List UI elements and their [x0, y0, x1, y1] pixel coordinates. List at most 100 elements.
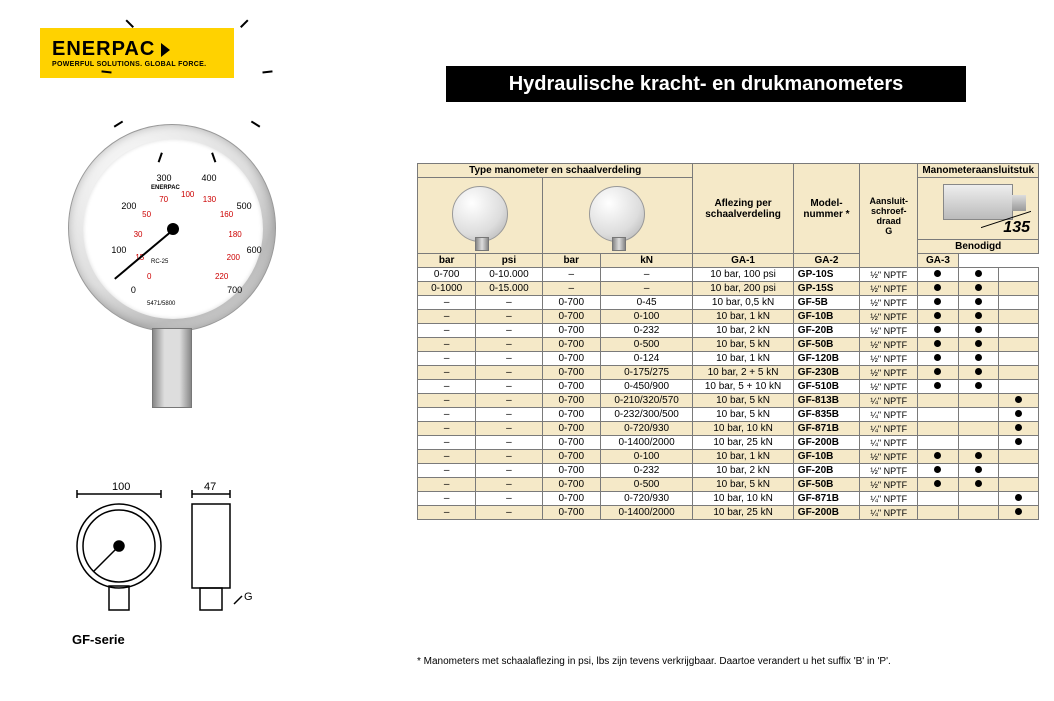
cell-psi: –	[476, 422, 542, 436]
cell-psi: –	[476, 450, 542, 464]
cell-ga2	[958, 492, 998, 506]
cell-bar2: 0-700	[542, 380, 600, 394]
cell-ga3	[998, 478, 1038, 492]
cell-bar2: 0-700	[542, 478, 600, 492]
gauge-hub	[167, 223, 179, 235]
cell-ga2	[958, 422, 998, 436]
cell-read: 10 bar, 25 kN	[693, 506, 793, 520]
cell-model: GF-871B	[793, 422, 859, 436]
hdr-type-scale: Type manometer en schaalverdeling	[418, 164, 693, 178]
cell-model: GP-10S	[793, 268, 859, 282]
cell-ga2	[958, 366, 998, 380]
cell-bar: –	[418, 338, 476, 352]
cell-read: 10 bar, 5 kN	[693, 394, 793, 408]
dim-thread: G	[244, 591, 253, 603]
table-row: – – 0-700 0-232 10 bar, 2 kN GF-20B ½" N…	[418, 464, 1039, 478]
cell-bar: 0-1000	[418, 282, 476, 296]
cell-bar: –	[418, 436, 476, 450]
cell-read: 10 bar, 5 + 10 kN	[693, 380, 793, 394]
cell-psi: –	[476, 296, 542, 310]
cell-kn: 0-232	[600, 464, 692, 478]
dim-width: 100	[112, 481, 130, 493]
cell-read: 10 bar, 5 kN	[693, 478, 793, 492]
cell-psi: –	[476, 478, 542, 492]
cell-ga1	[918, 422, 958, 436]
cell-kn: 0-232/300/500	[600, 408, 692, 422]
cell-psi: –	[476, 436, 542, 450]
cell-read: 10 bar, 1 kN	[693, 450, 793, 464]
cell-ga1	[918, 492, 958, 506]
cell-ga2	[958, 352, 998, 366]
cell-ga3	[998, 450, 1038, 464]
hdr-thread: Aansluit- schroef- draad G	[860, 164, 918, 268]
cell-model: GF-5B	[793, 296, 859, 310]
cell-psi: –	[476, 310, 542, 324]
cell-bar2: 0-700	[542, 422, 600, 436]
cell-psi: –	[476, 352, 542, 366]
cell-model: GF-200B	[793, 506, 859, 520]
cell-ga1	[918, 282, 958, 296]
cell-ga2	[958, 338, 998, 352]
table-row: – – 0-700 0-500 10 bar, 5 kN GF-50B ½" N…	[418, 338, 1039, 352]
cell-thread: ¼" NPTF	[860, 394, 918, 408]
cell-ga1	[918, 380, 958, 394]
cell-thread: ½" NPTF	[860, 324, 918, 338]
cell-ga3	[998, 352, 1038, 366]
hdr-ga1: GA-1	[693, 254, 793, 268]
gauge-outer-label: 500	[237, 201, 252, 211]
cell-kn: 0-1400/2000	[600, 506, 692, 520]
gauge-brand-text: ENERPAC	[151, 185, 180, 191]
cell-read: 10 bar, 100 psi	[693, 268, 793, 282]
cell-ga3	[998, 282, 1038, 296]
cell-kn: 0-232	[600, 324, 692, 338]
hdr-psi: psi	[476, 254, 542, 268]
cell-ga2	[958, 450, 998, 464]
gauge-scale: 0100200300400500600700015305070100130160…	[101, 157, 273, 329]
table-row: – – 0-700 0-175/275 10 bar, 2 + 5 kN GF-…	[418, 366, 1039, 380]
cell-model: GF-10B	[793, 450, 859, 464]
table-row: – – 0-700 0-450/900 10 bar, 5 + 10 kN GF…	[418, 380, 1039, 394]
series-label: GF-serie	[72, 632, 125, 647]
cell-psi: –	[476, 380, 542, 394]
table-row: 0-700 0-10.000 – – 10 bar, 100 psi GP-10…	[418, 268, 1039, 282]
cell-kn: 0-175/275	[600, 366, 692, 380]
cell-ga1	[918, 338, 958, 352]
gauge-stem	[152, 328, 192, 408]
brand-name: ENERPAC	[52, 38, 234, 61]
cell-ga1	[918, 296, 958, 310]
cell-bar2: 0-700	[542, 492, 600, 506]
cell-thread: ¼" NPTF	[860, 422, 918, 436]
cell-bar2: 0-700	[542, 366, 600, 380]
gauge-illustration: 0100200300400500600700015305070100130160…	[68, 124, 282, 420]
cell-model: GF-50B	[793, 338, 859, 352]
table-row: – – 0-700 0-100 10 bar, 1 kN GF-10B ½" N…	[418, 310, 1039, 324]
dimension-svg: 100 47 G	[64, 476, 274, 626]
cell-kn: –	[600, 282, 692, 296]
hdr-required: Benodigd	[918, 240, 1039, 254]
cell-bar: –	[418, 464, 476, 478]
brand-logo: ENERPAC POWERFUL SOLUTIONS. GLOBAL FORCE…	[40, 28, 234, 78]
cell-kn: 0-210/320/570	[600, 394, 692, 408]
footnote: * Manometers met schaalaflezing in psi, …	[417, 656, 891, 667]
cell-model: GF-20B	[793, 464, 859, 478]
hdr-bar2: bar	[542, 254, 600, 268]
cell-psi: –	[476, 464, 542, 478]
table-row: – – 0-700 0-1400/2000 10 bar, 25 kN GF-2…	[418, 436, 1039, 450]
cell-thread: ½" NPTF	[860, 296, 918, 310]
cell-model: GF-50B	[793, 478, 859, 492]
cell-kn: 0-124	[600, 352, 692, 366]
cell-bar2: 0-700	[542, 310, 600, 324]
cell-model: GF-20B	[793, 324, 859, 338]
hdr-kn: kN	[600, 254, 692, 268]
cell-model: GF-230B	[793, 366, 859, 380]
cell-model: GF-835B	[793, 408, 859, 422]
cell-bar: –	[418, 450, 476, 464]
cell-bar2: 0-700	[542, 436, 600, 450]
cell-ga2	[958, 464, 998, 478]
cell-ga3	[998, 380, 1038, 394]
cell-ga1	[918, 478, 958, 492]
cell-ga2	[958, 380, 998, 394]
cell-psi: –	[476, 492, 542, 506]
cell-read: 10 bar, 25 kN	[693, 436, 793, 450]
cell-bar: –	[418, 310, 476, 324]
